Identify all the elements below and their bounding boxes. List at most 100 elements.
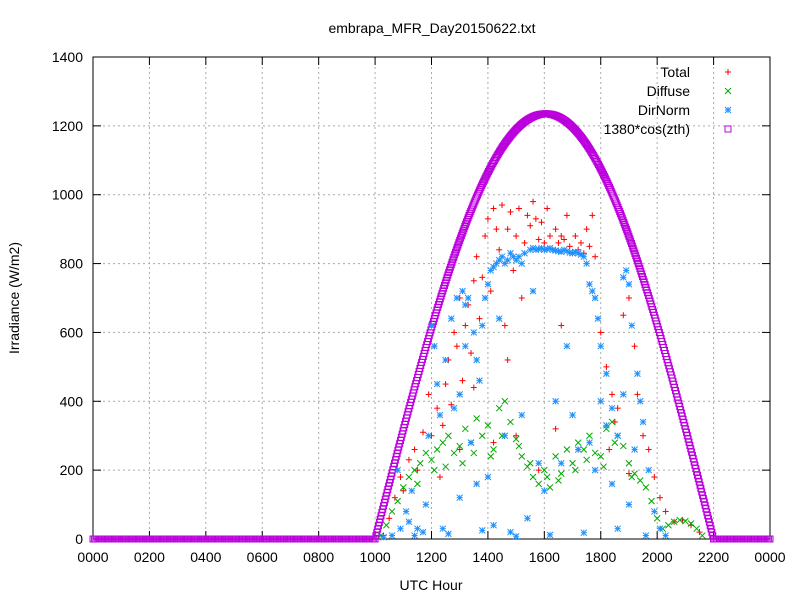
dirnorm-point <box>518 411 526 419</box>
cos-zth-point <box>766 535 774 543</box>
cos-zth-point <box>620 219 628 227</box>
total-point <box>606 446 613 453</box>
diffuse-point <box>473 415 480 422</box>
cos-zth-point <box>451 251 459 259</box>
total-point <box>513 432 520 439</box>
total-point <box>414 467 421 474</box>
diffuse-point <box>557 470 565 477</box>
total-point <box>586 243 593 250</box>
diffuse-point <box>461 425 469 433</box>
cos-zth-point <box>454 241 462 249</box>
total-point <box>589 212 596 219</box>
diffuse-point <box>546 484 554 491</box>
total-point <box>592 253 599 260</box>
y-tick-label: 600 <box>60 324 84 340</box>
total-point <box>499 202 506 209</box>
diffuse-point <box>456 442 464 450</box>
total-point <box>453 343 460 350</box>
cos-zth-point <box>458 229 466 237</box>
cos-zth-point <box>451 248 459 256</box>
dirnorm-point <box>619 391 627 398</box>
diffuse-point <box>611 439 619 446</box>
diffuse-point <box>416 459 424 467</box>
dirnorm-point <box>631 446 638 453</box>
dirnorm-point <box>490 521 497 529</box>
diffuse-point <box>405 473 413 481</box>
dirnorm-point <box>518 260 526 267</box>
x-tick-label: 0800 <box>303 549 334 565</box>
dirnorm-point <box>447 315 455 323</box>
series-total <box>380 198 703 539</box>
legend-marker-1 <box>724 87 732 95</box>
dirnorm-point <box>473 480 480 488</box>
total-point <box>552 425 559 432</box>
total-point <box>614 405 621 412</box>
dirnorm-point <box>586 280 593 288</box>
total-point <box>420 429 427 436</box>
x-tick-label: 1400 <box>472 549 503 565</box>
cos-zth-point <box>627 237 635 245</box>
total-point <box>603 363 610 370</box>
total-point <box>496 246 503 253</box>
dirnorm-point <box>608 404 616 412</box>
legend-label: Total <box>660 64 690 80</box>
diffuse-point <box>597 453 605 460</box>
dirnorm-point <box>656 525 664 533</box>
total-point <box>451 329 458 336</box>
dirnorm-point <box>597 397 605 405</box>
total-point <box>625 470 632 477</box>
diffuse-point <box>484 422 492 429</box>
diffuse-point <box>422 449 430 457</box>
x-tick-label: 0400 <box>190 549 221 565</box>
diffuse-point <box>495 404 503 412</box>
x-tick-label: 1600 <box>529 549 560 565</box>
total-point <box>527 222 534 229</box>
diffuse-point <box>507 418 514 426</box>
total-point <box>558 322 565 329</box>
diffuse-point <box>648 497 655 505</box>
diffuse-point <box>653 514 661 522</box>
total-point <box>397 474 404 481</box>
diffuse-point <box>698 532 706 539</box>
dirnorm-point <box>521 249 528 257</box>
total-point <box>411 446 418 453</box>
diffuse-point <box>586 432 593 440</box>
diffuse-point <box>394 497 402 505</box>
dirnorm-point <box>397 525 404 533</box>
diffuse-point <box>450 449 458 457</box>
total-point <box>640 432 647 439</box>
dirnorm-point <box>580 529 588 537</box>
diffuse-point <box>636 477 644 484</box>
dirnorm-point <box>639 418 647 426</box>
dirnorm-point <box>645 466 653 474</box>
dirnorm-point <box>552 397 559 405</box>
total-point <box>405 456 412 463</box>
total-point <box>656 494 663 501</box>
total-point <box>696 529 703 536</box>
dirnorm-point <box>515 253 523 261</box>
total-point <box>504 356 511 363</box>
dirnorm-point <box>478 527 486 534</box>
total-point <box>555 239 562 246</box>
cos-zth-point <box>618 214 626 222</box>
x-tick-label: 1200 <box>416 549 447 565</box>
total-point <box>572 233 579 240</box>
cos-zth-point <box>452 246 460 254</box>
total-point <box>473 253 480 260</box>
diffuse-point <box>430 466 438 474</box>
total-point <box>470 277 477 284</box>
total-point <box>544 205 551 212</box>
dirnorm-point <box>504 256 512 264</box>
x-tick-label: 0000 <box>77 549 108 565</box>
total-point <box>620 312 627 319</box>
diffuse-point <box>682 517 689 525</box>
total-point <box>645 446 652 453</box>
dirnorm-point <box>540 487 548 495</box>
total-point <box>442 381 449 388</box>
y-tick-label: 1000 <box>52 187 83 203</box>
total-point <box>476 315 483 322</box>
dirnorm-point <box>591 466 599 474</box>
dirnorm-point <box>625 501 633 508</box>
y-tick-label: 800 <box>60 256 84 272</box>
x-tick-label: 0000 <box>754 549 785 565</box>
